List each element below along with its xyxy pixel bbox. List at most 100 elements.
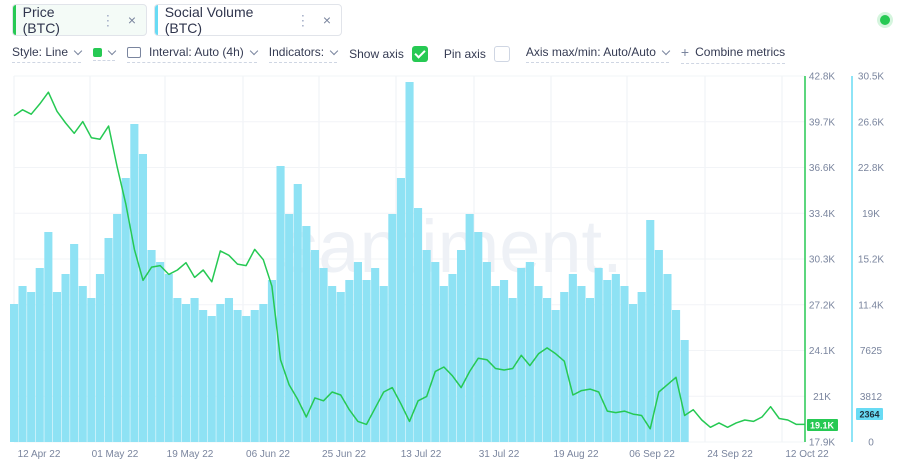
social-volume-bar [276, 166, 285, 442]
social-volume-bar [388, 214, 397, 442]
social-volume-bar [654, 250, 663, 442]
social-volume-bar [10, 304, 19, 442]
social-volume-bar [482, 262, 491, 442]
social-volume-bar [87, 298, 96, 442]
x-axis-tick-label: 01 May 22 [92, 449, 139, 460]
price-axis: 42.8K 39.7K 36.6K 33.4K 30.3K 27.2K 24.1K 21K 17… [809, 72, 835, 449]
more-options-icon[interactable]: ⋮ [295, 11, 310, 28]
x-axis-tick-label: 31 Jul 22 [479, 449, 520, 460]
social-axis-tick-label: 0 [868, 438, 874, 449]
social-axis-tick-label: 3812 [860, 392, 883, 403]
indicators-dropdown[interactable]: Indicators: [268, 45, 339, 63]
social-volume-bar [113, 214, 122, 442]
show-axis-toggle[interactable]: Show axis [349, 46, 428, 62]
style-dropdown[interactable]: Style: Line [12, 45, 83, 63]
x-axis-tick-label: 24 Sep 22 [707, 449, 753, 460]
pin-axis-toggle[interactable]: Pin axis [444, 46, 510, 62]
social-volume-bar [611, 274, 620, 442]
combine-metrics-button[interactable]: + Combine metrics [680, 44, 786, 64]
social-volume-bar [672, 310, 681, 442]
combine-metrics-label: Combine metrics [695, 45, 786, 59]
social-volume-bar [293, 184, 302, 442]
show-axis-label: Show axis [349, 47, 404, 61]
color-swatch [93, 47, 103, 57]
social-volume-bar [577, 286, 586, 442]
social-volume-bar [560, 292, 569, 442]
social-volume-bar [543, 298, 552, 442]
price-axis-tick-label: 42.8K [809, 72, 835, 83]
more-options-icon[interactable]: ⋮ [100, 11, 115, 28]
tab-social-color-bar [155, 5, 158, 35]
social-volume-bar [121, 178, 130, 442]
social-volume-bar [130, 124, 139, 442]
social-axis-tick-label: 22.8K [858, 163, 884, 174]
social-volume-bar [35, 268, 44, 442]
axis-minmax-dropdown[interactable]: Axis max/min: Auto/Auto [525, 45, 671, 63]
social-volume-bar [629, 304, 638, 442]
x-axis-tick-label: 13 Jul 22 [401, 449, 442, 460]
social-volume-bar [156, 262, 165, 442]
x-axis-tick-label: 12 Oct 22 [785, 449, 829, 460]
social-axis-tick-label: 11.4K [858, 300, 884, 311]
social-volume-bar [173, 298, 182, 442]
tab-price-color-bar [13, 5, 16, 35]
close-icon[interactable]: × [322, 12, 331, 28]
price-axis-tick-label: 33.4K [809, 209, 835, 220]
price-axis-tick-label: 21K [813, 392, 831, 403]
tab-social-volume[interactable]: Social Volume (BTC) ⋮ × [154, 4, 342, 36]
social-volume-bar [138, 154, 147, 442]
show-axis-checkbox[interactable] [411, 46, 428, 62]
x-axis-tick-label: 19 Aug 22 [553, 449, 598, 460]
social-current-badge: 2364 [856, 408, 883, 420]
x-axis-tick-label: 19 May 22 [167, 449, 214, 460]
social-volume-bar [233, 310, 242, 442]
social-volume-bar [414, 208, 423, 442]
social-volume-bar [663, 274, 672, 442]
social-volume-bar [216, 304, 225, 442]
social-volume-bar [422, 250, 431, 442]
color-picker[interactable] [93, 46, 117, 61]
social-volume-bar [336, 292, 345, 442]
social-volume-bar [52, 292, 61, 442]
live-status-dot [880, 15, 890, 25]
social-volume-bar [164, 274, 173, 442]
social-axis-tick-label: 26.6K [858, 117, 884, 128]
social-volume-bar [362, 280, 371, 442]
pin-axis-checkbox[interactable] [493, 46, 510, 62]
social-axis-tick-label: 15.2K [858, 255, 884, 266]
price-current-badge: 19.1K [807, 419, 838, 431]
interval-label: Interval: Auto (4h) [149, 45, 244, 59]
social-volume-bar [474, 232, 483, 442]
tab-price[interactable]: Price (BTC) ⋮ × [12, 4, 147, 36]
social-volume-bar [190, 298, 199, 442]
social-volume-bar [525, 262, 534, 442]
social-volume-bar [95, 274, 104, 442]
social-volume-bar [491, 286, 500, 442]
social-volume-bar [646, 220, 655, 442]
social-volume-bar [147, 250, 156, 442]
social-volume-bar [680, 340, 689, 442]
social-axis: 30.5K 26.6K 22.8K 19K 15.2K 11.4K 7625 3812 0 [858, 72, 884, 449]
social-volume-bar [345, 280, 354, 442]
plus-icon: + [680, 44, 690, 60]
social-volume-bar [439, 286, 448, 442]
social-volume-bar [104, 238, 113, 442]
social-volume-bar [620, 286, 629, 442]
price-axis-tick-label: 27.2K [809, 300, 835, 311]
chart-toolbar: Style: Line Interval: Auto (4h) Indicato… [12, 44, 797, 64]
price-axis-tick-label: 36.6K [809, 163, 835, 174]
social-current-value: 2364 [859, 410, 879, 420]
social-volume-bar [371, 268, 380, 442]
close-icon[interactable]: × [127, 12, 136, 28]
social-volume-bar [250, 310, 259, 442]
social-volume-bar [267, 280, 276, 442]
x-axis-tick-label: 06 Sep 22 [629, 449, 675, 460]
social-volume-bar [70, 244, 79, 442]
axis-minmax-label: Axis max/min: Auto/Auto [525, 45, 656, 59]
social-volume-bar [405, 82, 414, 442]
price-line [13, 91, 805, 430]
social-volume-bar [534, 286, 543, 442]
social-volume-bar [285, 214, 294, 442]
interval-dropdown[interactable]: Interval: Auto (4h) [127, 45, 259, 63]
